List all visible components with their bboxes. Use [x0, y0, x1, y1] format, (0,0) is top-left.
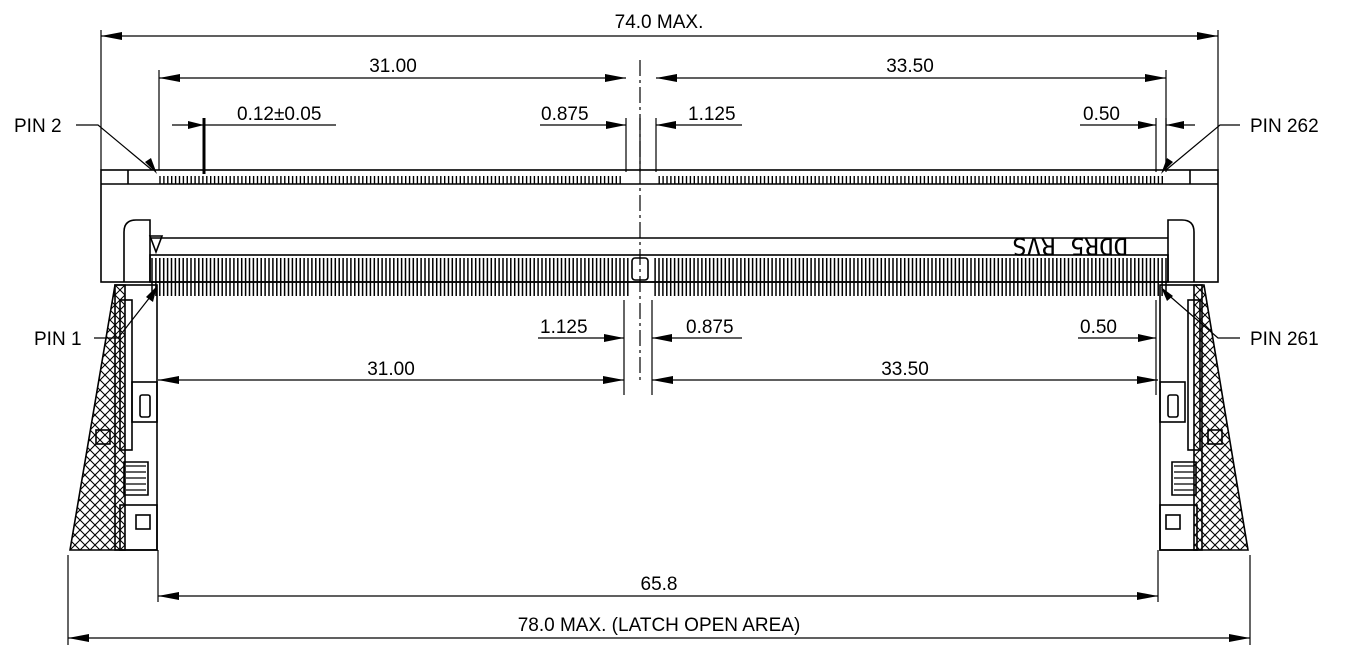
dim-top-right-end — [1080, 118, 1195, 172]
pin-leaders-bottom — [94, 286, 1240, 339]
dim-bottom-center-left-label: 1.125 — [540, 317, 588, 338]
top-pin-strokes — [159, 176, 1163, 184]
dim-top-center-left-label: 0.875 — [541, 104, 589, 125]
dim-bottom-center — [538, 300, 742, 395]
dim-top-center-right-label: 1.125 — [688, 104, 736, 125]
dim-top-right-span-label: 33.50 — [886, 56, 934, 77]
ddr5-marking: DDR5 RVS — [1012, 232, 1128, 260]
dim-bottom-center-right-label: 0.875 — [686, 317, 734, 338]
dim-bottom-right-span-label: 33.50 — [881, 359, 929, 380]
dim-overall-width-label: 74.0 MAX. — [615, 12, 704, 33]
dim-bottom-right-end — [1078, 300, 1157, 395]
pin-leaders-top — [76, 124, 1240, 174]
dim-latch-open — [67, 555, 1251, 645]
dim-bottom-left-span-label: 31.00 — [367, 359, 415, 380]
right-latch — [1159, 284, 1249, 551]
pin-261-label: PIN 261 — [1250, 329, 1319, 350]
dim-pin-width — [172, 118, 336, 174]
dim-latch-open-label: 78.0 MAX. (LATCH OPEN AREA) — [518, 615, 801, 636]
dim-pin-width-label: 0.12±0.05 — [237, 104, 321, 125]
dim-latch-center-label: 65.8 — [641, 574, 678, 595]
bottom-pin-row — [151, 258, 1167, 296]
dim-top-left-span-label: 31.00 — [369, 56, 417, 77]
dim-latch-center — [157, 550, 1159, 602]
dim-overall-width — [100, 30, 1219, 170]
dim-bottom-spans — [158, 376, 1158, 384]
pin-262-label: PIN 262 — [1250, 116, 1319, 137]
dim-top-center — [540, 118, 742, 172]
bottom-pin-strokes — [151, 258, 1167, 296]
pin-2-label: PIN 2 — [14, 116, 62, 137]
dim-top-spans — [158, 70, 1167, 170]
dim-bottom-right-end-label: 0.50 — [1080, 317, 1117, 338]
dim-top-right-end-label: 0.50 — [1083, 104, 1120, 125]
pin-1-label: PIN 1 — [34, 329, 82, 350]
top-pin-row — [159, 176, 1163, 184]
left-latch — [69, 284, 158, 551]
